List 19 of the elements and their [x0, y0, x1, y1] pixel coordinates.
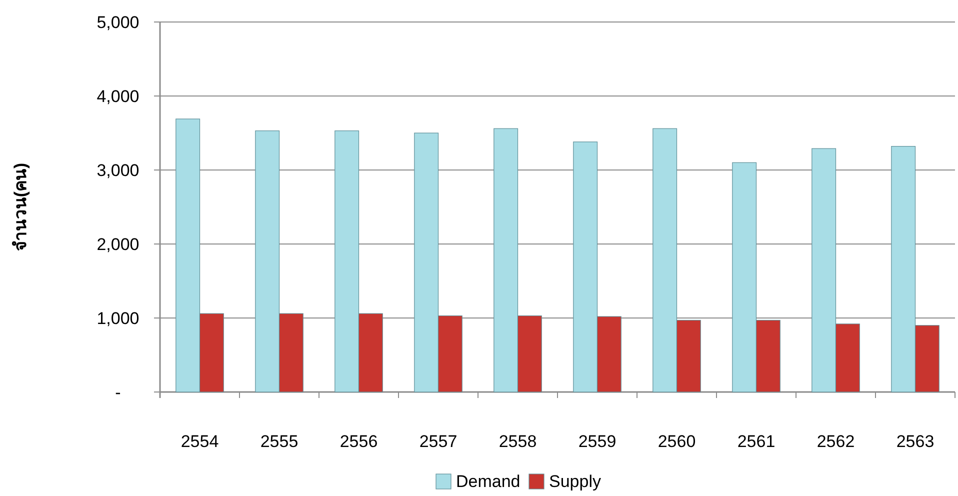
- legend-label: Supply: [549, 472, 602, 491]
- y-tick-label: 2,000: [96, 235, 140, 254]
- x-tick-label: 2558: [498, 432, 537, 451]
- y-tick-label: 5,000: [96, 13, 140, 32]
- x-tick-label: 2562: [816, 432, 855, 451]
- y-tick-label: 3,000: [96, 161, 140, 180]
- x-tick-label: 2556: [340, 432, 378, 451]
- x-tick-label: 2554: [180, 432, 219, 451]
- y-tick-label: 1,000: [96, 309, 140, 328]
- x-tick-label: 2555: [260, 432, 298, 451]
- x-tick-label: 2557: [419, 432, 458, 451]
- x-tick-label: 2559: [578, 432, 616, 451]
- y-tick-label: 4,000: [96, 87, 140, 106]
- y-tick-label: -: [115, 383, 121, 402]
- x-tick-label: 2560: [658, 432, 696, 451]
- y-axis-title: จำนวน(คน): [11, 162, 30, 252]
- x-tick-label: 2561: [737, 432, 776, 451]
- legend-label: Demand: [456, 472, 520, 491]
- x-tick-label: 2563: [896, 432, 934, 451]
